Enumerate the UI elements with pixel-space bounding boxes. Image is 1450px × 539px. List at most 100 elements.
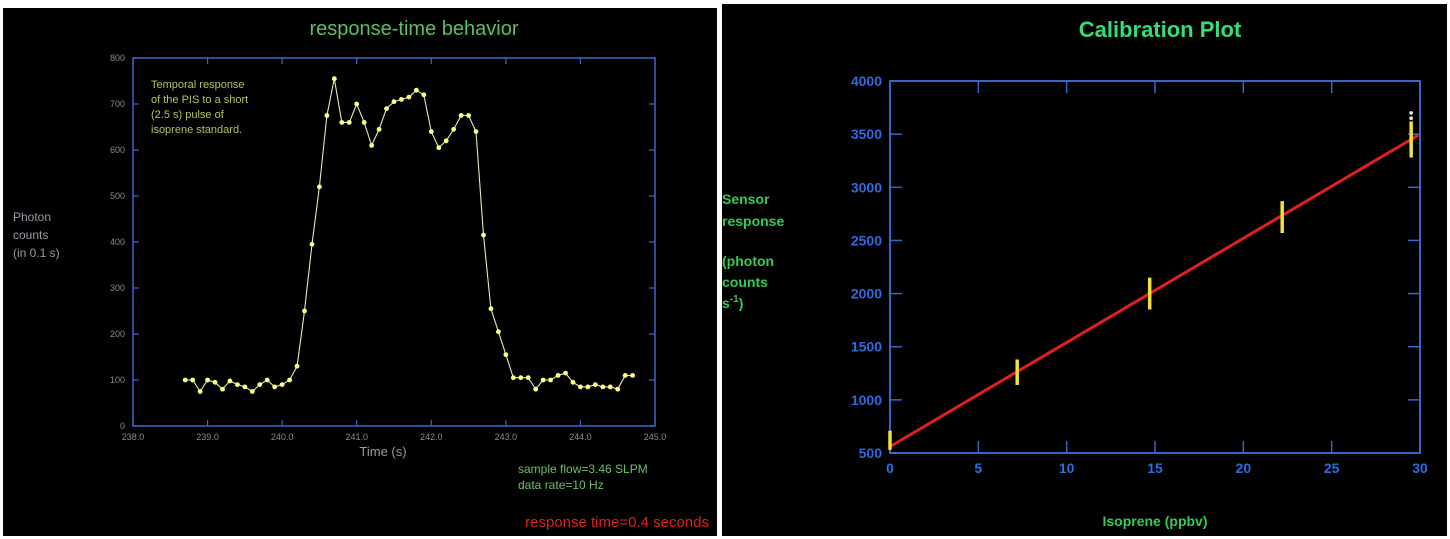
- data-point: [257, 382, 263, 387]
- data-point: [533, 386, 539, 392]
- y-tick-label: 400: [110, 237, 125, 247]
- annotation-line: (2.5 s) pulse of: [151, 109, 225, 121]
- data-point: [630, 373, 636, 378]
- data-point: [205, 377, 210, 383]
- x-tick-label: 30: [1412, 460, 1428, 476]
- x-tick-label: 244.0: [569, 432, 592, 442]
- x-tick-label: 240.0: [271, 432, 294, 442]
- data-point: [481, 232, 486, 238]
- data-point: [436, 145, 442, 151]
- data-point: [548, 377, 553, 383]
- y-tick-label: 200: [110, 329, 125, 339]
- x-tick-label: 25: [1324, 460, 1340, 476]
- x-tick-label: 5: [974, 460, 982, 476]
- x-tick-label: 242.0: [420, 432, 443, 442]
- data-point: [190, 377, 196, 383]
- data-point: [272, 384, 278, 390]
- y-tick-label: 600: [110, 145, 125, 155]
- data-point: [413, 87, 419, 93]
- y-tick-label: 300: [110, 283, 125, 293]
- data-point: [235, 382, 240, 387]
- data-point: [563, 370, 568, 376]
- data-point: [525, 375, 531, 381]
- y-tick-label: 3500: [851, 126, 882, 142]
- data-point: [220, 386, 225, 392]
- data-point: [600, 384, 606, 390]
- data-point: [443, 138, 449, 144]
- data-point: [324, 113, 330, 118]
- response-time-chart: response-time behavior 0 100 200 300 400 500 60…: [13, 18, 709, 531]
- data-point: [510, 375, 516, 381]
- y-axis-label-line: (in 0.1 s): [13, 246, 60, 260]
- x-tick-label: 10: [1059, 460, 1075, 476]
- response-time-note: response time=0.4 seconds: [525, 514, 709, 531]
- data-point: [607, 384, 613, 390]
- data-point: [458, 113, 464, 118]
- series-line: [185, 78, 633, 393]
- data-point: [466, 113, 471, 118]
- y-axis-label-line: counts: [722, 274, 768, 290]
- data-point: [391, 99, 397, 105]
- data-point: [570, 379, 576, 385]
- y-tick-label: 4000: [851, 73, 882, 89]
- y-label-s: s: [722, 295, 730, 311]
- chart-title: response-time behavior: [310, 18, 519, 40]
- data-point: [302, 308, 307, 314]
- data-point: [496, 329, 501, 335]
- annotation-line: Temporal response: [151, 79, 245, 91]
- data-point: [518, 375, 524, 381]
- data-point: [473, 129, 479, 134]
- data-point: [369, 143, 375, 148]
- y-tick-label: 2000: [851, 286, 882, 302]
- y-tick-label: 1000: [851, 392, 882, 408]
- data-point: [212, 379, 218, 385]
- data-point: [346, 120, 352, 125]
- data-point: [585, 384, 591, 390]
- y-label-exponent: -1: [730, 294, 739, 305]
- y-tick-label: 500: [859, 445, 883, 461]
- x-tick-label: 245.0: [644, 432, 667, 442]
- y-axis-label-unit: s-1): [722, 294, 743, 311]
- x-tick-label: 0: [886, 460, 894, 476]
- data-point: [242, 384, 248, 390]
- data-point: [592, 382, 598, 387]
- data-point: [451, 126, 457, 132]
- annotation-line: of the PIS to a short: [151, 94, 248, 106]
- x-tick-label: 239.0: [196, 432, 219, 442]
- data-point: [615, 386, 621, 392]
- y-axis-label-line: Sensor: [722, 191, 770, 207]
- data-point: [488, 306, 494, 312]
- footnote-line: sample flow=3.46 SLPM: [518, 462, 648, 476]
- y-label-paren: ): [739, 295, 744, 311]
- x-tick-label: 243.0: [495, 432, 518, 442]
- plot-frame: [889, 80, 1421, 454]
- data-point: [287, 377, 292, 383]
- data-point: [428, 129, 434, 134]
- data-point: [197, 389, 203, 394]
- data-point: [399, 97, 404, 102]
- y-axis-label-line: counts: [13, 228, 48, 242]
- y-tick-label: 3000: [851, 179, 882, 195]
- annotation-line: isoprene standard.: [151, 124, 242, 136]
- x-tick-label: 20: [1236, 460, 1252, 476]
- data-point-dot: [1409, 116, 1413, 120]
- chart-title: Calibration Plot: [1079, 17, 1242, 42]
- y-axis-label-line: Photon: [13, 210, 51, 224]
- data-point: [540, 377, 546, 383]
- response-time-chart-panel: response-time behavior 0 100 200 300 400 500 60…: [3, 8, 717, 536]
- data-point: [279, 382, 285, 387]
- data-point: [339, 120, 345, 125]
- fit-line: [889, 133, 1419, 448]
- data-point: [249, 389, 255, 394]
- data-point: [354, 101, 360, 107]
- data-point: [406, 94, 412, 100]
- data-point: [309, 241, 315, 247]
- data-point: [622, 373, 628, 378]
- y-tick-label: 800: [110, 53, 125, 63]
- data-point: [227, 378, 233, 384]
- y-tick-label: 2500: [851, 232, 882, 248]
- x-tick-label: 238.0: [122, 432, 145, 442]
- y-axis-label-line: response: [722, 213, 784, 229]
- calibration-chart: Calibration Plot 500 1000 1500 2000 2500 3000 3…: [722, 17, 1428, 529]
- y-axis-label-line: (photon: [722, 253, 774, 269]
